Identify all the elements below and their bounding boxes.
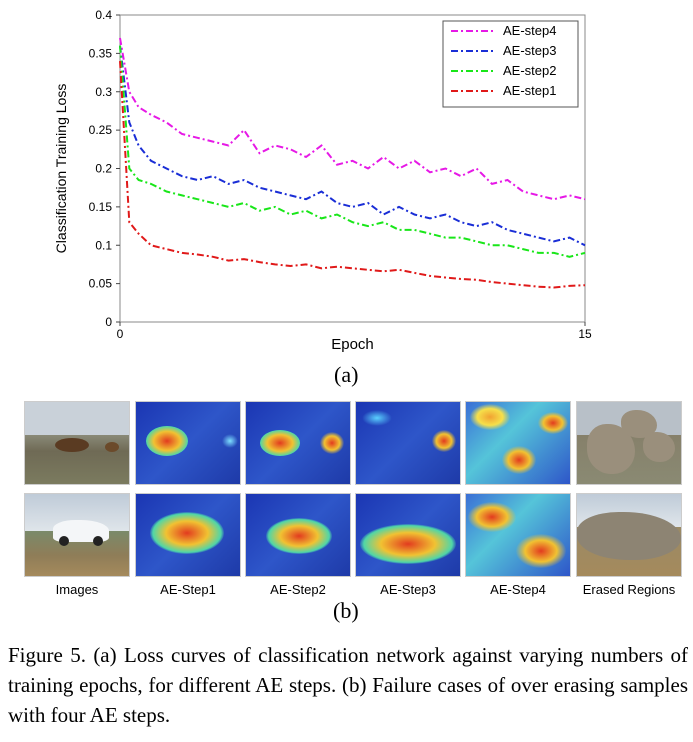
legend-box (442, 20, 579, 108)
horse-erased-regions (576, 401, 682, 485)
column-label-erased-regions: Erased Regions (582, 582, 676, 597)
series-line-ae-step3 (119, 45, 586, 247)
horse-ae-step3-heatmap (355, 401, 461, 485)
loss-chart: 0 0.05 0.1 0.15 0.2 0.25 0.3 0.35 0.4 0 15 Epoch Cla… (53, 8, 592, 353)
car-ae-step2-heatmap (245, 493, 351, 577)
x-axis-label: Epoch (331, 336, 374, 353)
series-line-ae-step1 (119, 61, 586, 289)
horse-ae-step2-heatmap (245, 401, 351, 485)
car-ae-step3-heatmap (355, 493, 461, 577)
column-label-images: Images (55, 582, 99, 597)
series-line-ae-step2 (119, 45, 586, 258)
y-tick-label: 0.3 (95, 85, 112, 99)
car-image (24, 493, 130, 577)
legend-label: AE-step3 (503, 43, 556, 58)
panel-a-label: (a) (334, 362, 359, 387)
legend-label: AE-step1 (503, 83, 556, 98)
car-ae-step4-heatmap (465, 493, 571, 577)
horse-image (24, 401, 130, 485)
legend-label: AE-step4 (503, 23, 556, 38)
horse-ae-step4-heatmap (465, 401, 571, 485)
legend-label: AE-step2 (503, 63, 556, 78)
x-tick-label: 15 (578, 327, 592, 341)
y-tick-label: 0.25 (89, 123, 113, 137)
y-tick-label: 0.15 (89, 200, 113, 214)
y-axis-label: Classification Training Loss (53, 84, 69, 254)
y-tick-label: 0 (105, 315, 112, 329)
column-label-ae-step1: AE-Step1 (160, 582, 216, 597)
horse-ae-step1-heatmap (135, 401, 241, 485)
y-tick-label: 0.2 (95, 162, 112, 176)
column-label-ae-step4: AE-Step4 (490, 582, 546, 597)
x-tick-label: 0 (117, 327, 124, 341)
y-tick-label: 0.4 (95, 8, 112, 22)
y-tick-label: 0.05 (89, 277, 113, 291)
series-line-ae-step4 (119, 37, 586, 201)
y-tick-label: 0.1 (95, 238, 112, 252)
panel-b-label: (b) (333, 598, 359, 623)
y-tick-label: 0.35 (89, 46, 113, 60)
car-ae-step1-heatmap (135, 493, 241, 577)
column-label-ae-step3: AE-Step3 (380, 582, 436, 597)
car-erased-regions (576, 493, 682, 577)
figure-caption: Figure 5. (a) Loss curves of classificat… (8, 643, 688, 727)
column-label-ae-step2: AE-Step2 (270, 582, 326, 597)
